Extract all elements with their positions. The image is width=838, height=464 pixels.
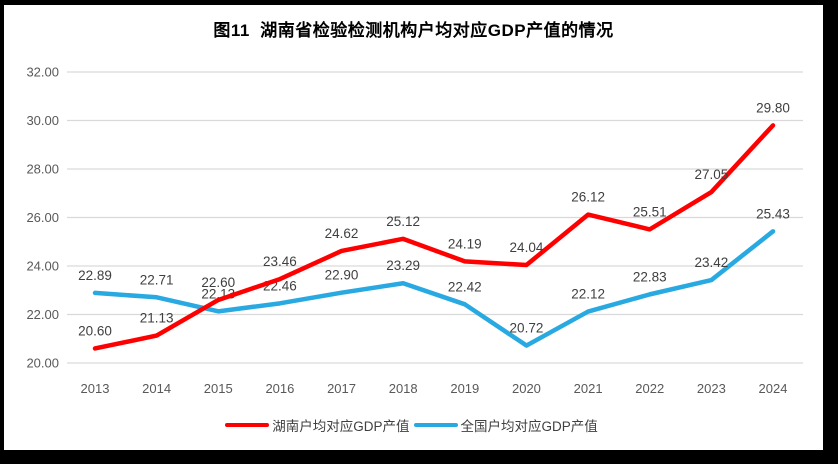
data-point-label: 23.29 — [386, 258, 420, 273]
data-point-label: 25.43 — [756, 206, 790, 221]
legend-swatch-national-line — [413, 422, 458, 428]
data-point-label: 22.89 — [78, 268, 112, 283]
series-line-hunan — [92, 123, 776, 351]
data-point-label: 24.04 — [510, 240, 544, 255]
x-axis-tick-label: 2020 — [512, 381, 541, 396]
y-axis-tick-label: 26.00 — [26, 210, 59, 225]
data-point-label: 24.19 — [448, 236, 482, 251]
data-point-label: 22.42 — [448, 279, 482, 294]
x-axis-tick-label: 2019 — [450, 381, 479, 396]
x-axis-tick-label: 2023 — [697, 381, 726, 396]
data-point-label: 23.42 — [694, 255, 728, 270]
x-axis-tick-label: 2015 — [204, 381, 233, 396]
y-axis-tick-label: 28.00 — [26, 162, 59, 177]
x-axis-tick-label: 2017 — [327, 381, 356, 396]
data-point-label: 24.62 — [325, 226, 359, 241]
data-point-label: 21.13 — [140, 311, 174, 326]
data-point-label: 22.83 — [633, 269, 667, 284]
data-point-label: 25.12 — [386, 214, 420, 229]
data-point-label: 22.60 — [201, 275, 235, 290]
x-axis-tick-label: 2021 — [574, 381, 603, 396]
legend: 湖南户均对应GDP产值 全国户均对应GDP产值 — [4, 414, 823, 436]
x-axis-tick-label: 2014 — [142, 381, 171, 396]
x-axis-tick-label: 2024 — [759, 381, 788, 396]
chart-title: 图11 湖南省检验检测机构户均对应GDP产值的情况 — [213, 21, 614, 40]
data-point-label: 22.12 — [571, 287, 605, 302]
y-axis-tick-label: 24.00 — [26, 259, 59, 274]
data-point-label: 23.46 — [263, 254, 297, 269]
x-axis-tick-label: 2016 — [265, 381, 294, 396]
data-point-label: 25.51 — [633, 204, 667, 219]
x-axis-tick-label: 2022 — [635, 381, 664, 396]
data-point-label: 22.71 — [140, 272, 174, 287]
data-point-label: 20.60 — [78, 323, 112, 338]
legend-swatch-hunan-line — [225, 422, 270, 428]
y-axis-tick-label: 30.00 — [26, 113, 59, 128]
legend-label-national: 全国户均对应GDP产值 — [460, 419, 598, 434]
y-axis-tick-label: 22.00 — [26, 307, 59, 322]
line-chart: 32.00 30.00 28.00 26.00 24.00 22.00 20.00 2013 2… — [26, 65, 803, 396]
data-point-label: 22.90 — [325, 268, 359, 283]
y-axis-tick-label: 32.00 — [26, 65, 59, 80]
data-point-label: 20.72 — [510, 321, 544, 336]
legend-label-hunan: 湖南户均对应GDP产值 — [272, 419, 410, 434]
data-point-label: 29.80 — [756, 100, 790, 115]
data-point-label: 27.05 — [694, 167, 728, 182]
chart-canvas: 图11 湖南省检验检测机构户均对应GDP产值的情况 32.00 30.00 28.0… — [4, 5, 823, 450]
x-axis-tick-label: 2013 — [81, 381, 110, 396]
data-point-label: 26.12 — [571, 190, 605, 205]
series-line-national — [92, 229, 776, 348]
x-axis-tick-label: 2018 — [389, 381, 418, 396]
y-axis-tick-label: 20.00 — [26, 356, 59, 371]
